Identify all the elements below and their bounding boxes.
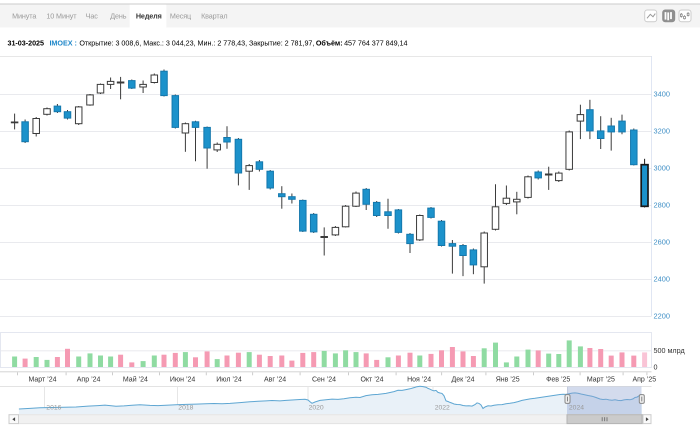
svg-text:Апр ’25: Апр ’25 <box>632 376 656 383</box>
svg-text:2020: 2020 <box>309 404 324 411</box>
svg-text:Неделя: Неделя <box>136 12 162 21</box>
svg-text:Дек ’24: Дек ’24 <box>452 376 475 383</box>
svg-text:Авг ’24: Авг ’24 <box>264 376 286 383</box>
svg-text:3000: 3000 <box>654 164 670 173</box>
svg-text:Фев ’25: Фев ’25 <box>546 376 570 383</box>
svg-text:Март ’25: Март ’25 <box>587 376 615 383</box>
svg-text:2016: 2016 <box>46 404 61 411</box>
svg-text:2400: 2400 <box>654 275 670 284</box>
svg-text:2022: 2022 <box>435 404 450 411</box>
svg-text:Июн ’24: Июн ’24 <box>170 376 196 383</box>
svg-text:10 Минут: 10 Минут <box>46 12 77 21</box>
svg-text:Сен ’24: Сен ’24 <box>312 376 336 383</box>
svg-text:Июл ’24: Июл ’24 <box>216 376 242 383</box>
svg-text:Май ’24: Май ’24 <box>123 375 148 383</box>
svg-text:3400: 3400 <box>654 90 670 99</box>
svg-text:Час: Час <box>86 12 99 21</box>
svg-text:2800: 2800 <box>654 201 670 210</box>
svg-text:2200: 2200 <box>654 312 670 321</box>
svg-text:Месяц: Месяц <box>170 12 191 21</box>
svg-text:Минута: Минута <box>12 12 36 21</box>
svg-text:3200: 3200 <box>654 127 670 136</box>
svg-text:2600: 2600 <box>654 238 670 247</box>
svg-text:Ноя ’24: Ноя ’24 <box>407 376 431 383</box>
svg-text:Март ’24: Март ’24 <box>28 376 56 383</box>
svg-text:Апр ’24: Апр ’24 <box>77 376 101 383</box>
svg-text:0: 0 <box>654 363 658 372</box>
svg-text:500 млрд: 500 млрд <box>654 346 686 355</box>
svg-text:Янв ’25: Янв ’25 <box>496 376 520 383</box>
svg-text:День: День <box>110 12 127 21</box>
svg-text:Квартал: Квартал <box>201 12 227 21</box>
svg-text:Окт ’24: Окт ’24 <box>360 376 383 383</box>
svg-text:2018: 2018 <box>178 404 193 411</box>
svg-text:2024: 2024 <box>569 404 584 411</box>
